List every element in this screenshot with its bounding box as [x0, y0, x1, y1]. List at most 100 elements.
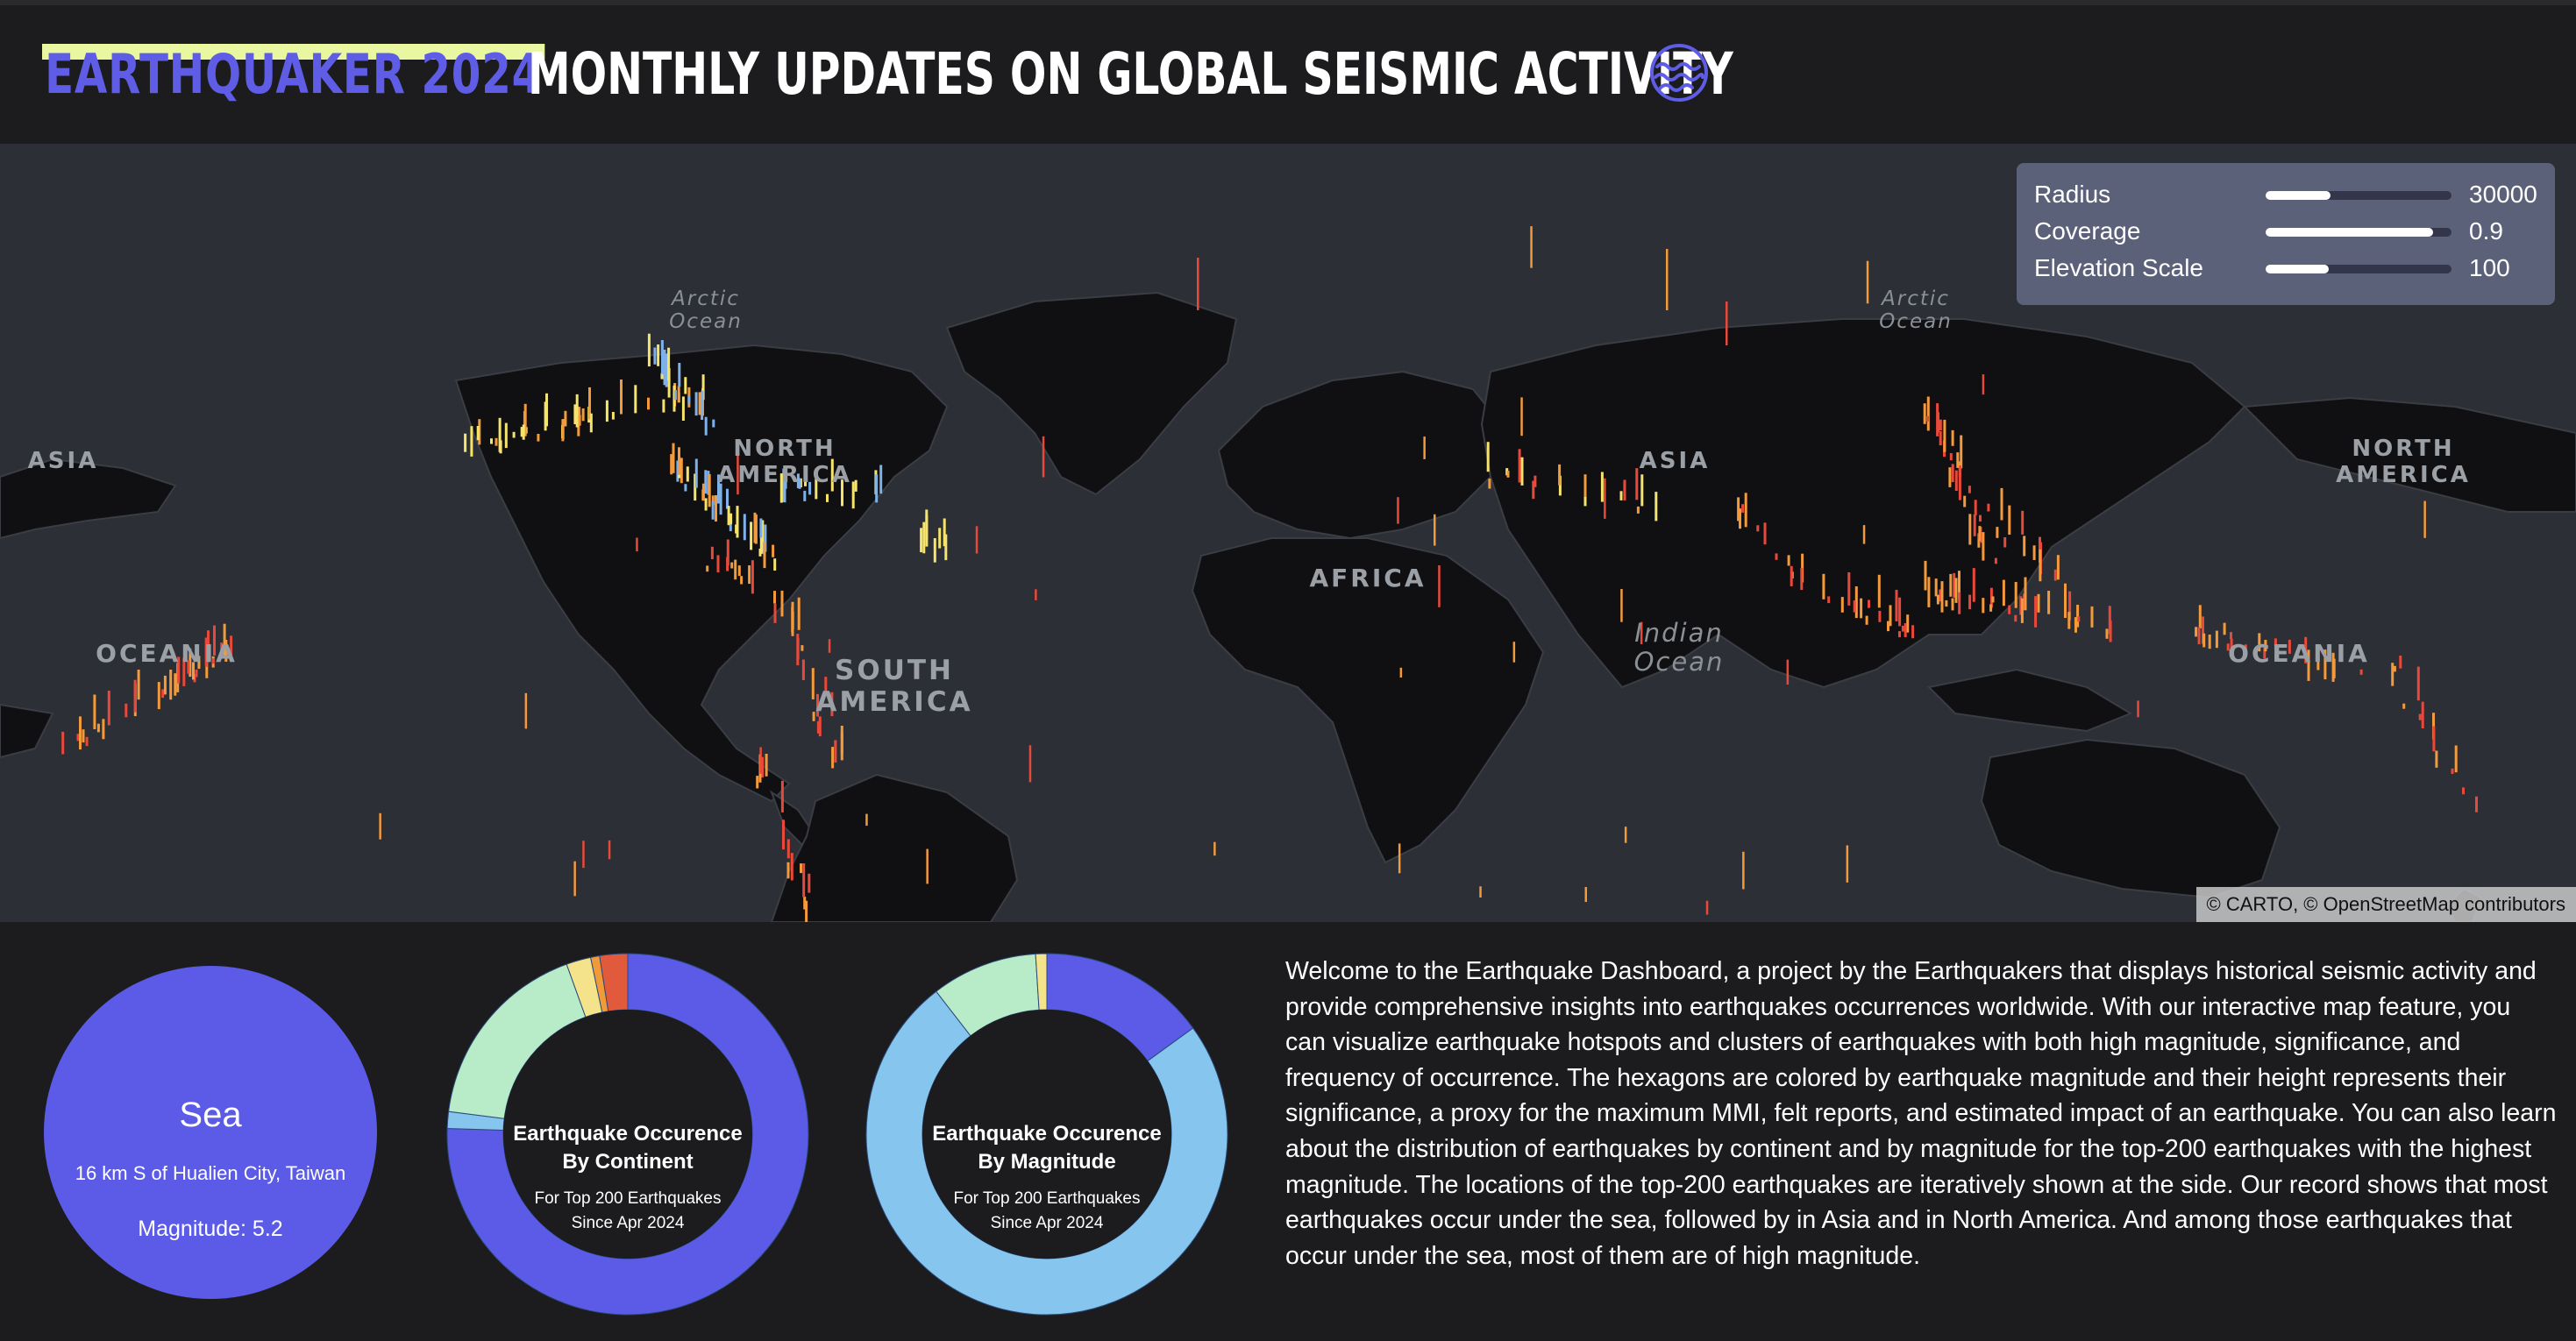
quake-column — [1991, 596, 1995, 603]
quake-column — [1958, 592, 1961, 614]
quake-column — [85, 736, 89, 747]
continent-chart-title-line2: By Continent — [562, 1150, 694, 1174]
map-label-north-america: NORTH AMERICA — [717, 436, 852, 488]
quake-column — [93, 694, 96, 729]
magnitude-chart-title-line1: Earthquake Occurence — [932, 1122, 1162, 1146]
quake-column — [920, 528, 923, 553]
quake-column — [1865, 615, 1868, 625]
africa-landmass — [1191, 537, 1545, 864]
control-row-elevation-scale: Elevation Scale 100 — [2034, 251, 2543, 286]
quake-column — [1741, 504, 1745, 513]
quake-column — [694, 473, 697, 501]
continent-donut-chart[interactable]: Earthquake Occurence By Continent For To… — [444, 950, 812, 1318]
quake-column — [2053, 569, 2057, 581]
quake-column — [2032, 545, 2036, 560]
quake-column — [797, 597, 801, 630]
map-label-asia: ASIA — [1639, 448, 1711, 474]
quake-column — [719, 483, 722, 515]
quake-column — [765, 754, 768, 777]
quake-column — [1906, 614, 1910, 633]
north-america-landmass — [454, 344, 949, 803]
quake-column — [737, 452, 739, 495]
quake-column — [811, 668, 815, 699]
quake-column — [730, 562, 734, 569]
quake-column — [189, 648, 192, 678]
quake-column — [1923, 403, 1926, 424]
quake-column — [2421, 701, 2424, 728]
quake-column — [1982, 532, 1985, 561]
quake-column — [582, 841, 585, 869]
continent-donut-svg — [446, 953, 809, 1316]
quake-column — [1868, 600, 1870, 608]
elevation-scale-slider[interactable] — [2266, 265, 2451, 273]
featured-quake-magnitude: Magnitude: 5.2 — [138, 1217, 283, 1241]
quake-columns — [61, 226, 2478, 922]
quake-column — [1949, 453, 1953, 461]
quake-column — [2323, 649, 2327, 680]
quake-column — [2475, 796, 2478, 812]
quake-column — [726, 539, 729, 566]
quake-column — [694, 392, 698, 416]
quake-column — [1887, 621, 1889, 632]
quake-column — [653, 347, 657, 365]
header-top-border — [0, 0, 2576, 5]
quake-column — [1558, 475, 1562, 496]
quake-column — [495, 437, 498, 446]
quake-column — [818, 716, 822, 737]
quake-column — [764, 524, 767, 552]
magnitude-chart-title-line2: By Magnitude — [978, 1150, 1116, 1174]
coverage-slider[interactable] — [2266, 228, 2451, 237]
quake-column — [1558, 464, 1562, 486]
quake-column — [573, 861, 576, 897]
quake-column — [2008, 505, 2011, 535]
quake-column — [1742, 851, 1745, 890]
quake-column — [2462, 787, 2465, 795]
quake-column — [834, 740, 837, 763]
quake-column — [1035, 589, 1037, 600]
quake-column — [1939, 589, 1942, 602]
quake-column — [490, 438, 493, 444]
quake-column — [726, 488, 729, 509]
quake-column — [2435, 750, 2438, 768]
quake-column — [1979, 514, 1982, 522]
quake-column — [1520, 457, 1524, 486]
quake-column — [2109, 621, 2112, 642]
header-bar: EARTHQUAKER 2024 MONTHLY UPDATES ON GLOB… — [0, 0, 2576, 144]
quake-column — [830, 692, 834, 717]
map-attribution[interactable]: © CARTO, © OpenStreetMap contributors — [2195, 887, 2576, 922]
quake-column — [2064, 583, 2067, 618]
quake-column — [79, 716, 82, 750]
quake-column — [865, 813, 868, 827]
quake-column — [544, 401, 547, 431]
australia-landmass — [1980, 738, 2281, 899]
quake-column — [1974, 500, 1977, 516]
quake-column — [620, 380, 623, 415]
quake-column — [783, 477, 786, 503]
quake-column — [1982, 374, 1985, 395]
quake-column — [61, 731, 65, 755]
quake-column — [1951, 464, 1954, 483]
quake-column — [824, 677, 828, 696]
earthquake-map[interactable]: Arctic Ocean Arctic Ocean ASIA NORTH AME… — [0, 144, 2576, 922]
quake-column — [2021, 510, 2025, 535]
quake-column — [1600, 472, 1604, 502]
quake-column — [1800, 568, 1804, 591]
featured-earthquake-card: Sea 16 km S of Hualien City, Taiwan Magn… — [44, 966, 377, 1299]
continent-segment-0[interactable] — [446, 953, 809, 1316]
quake-column — [523, 403, 527, 436]
quake-column — [1042, 436, 1045, 478]
quake-column — [1960, 435, 1963, 469]
radius-slider[interactable] — [2266, 191, 2451, 200]
magnitude-donut-chart[interactable]: Earthquake Occurence By Magnitude For To… — [863, 950, 1231, 1318]
quake-column — [174, 673, 177, 696]
quake-column — [711, 500, 715, 520]
quake-column — [1028, 745, 1032, 783]
quake-column — [680, 458, 683, 484]
quake-column — [1939, 431, 1942, 446]
world-basemap — [0, 226, 2576, 922]
quake-column — [564, 410, 567, 427]
quake-column — [581, 408, 585, 422]
quake-column — [2137, 700, 2139, 718]
quake-column — [729, 513, 733, 524]
quake-column — [773, 591, 776, 604]
